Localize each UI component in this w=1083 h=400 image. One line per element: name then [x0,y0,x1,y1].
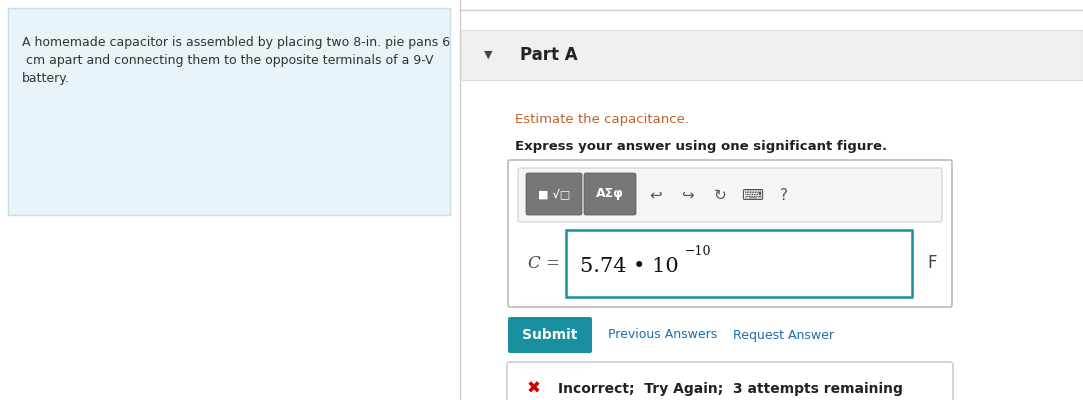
Text: A homemade capacitor is assembled by placing two 8-in. pie pans 6: A homemade capacitor is assembled by pla… [22,36,451,49]
Text: battery.: battery. [22,72,70,85]
FancyBboxPatch shape [507,362,953,400]
Text: Previous Answers: Previous Answers [608,328,717,342]
FancyBboxPatch shape [460,30,1083,80]
Text: ΑΣφ: ΑΣφ [596,188,624,200]
Text: Request Answer: Request Answer [733,328,834,342]
Text: Part A: Part A [520,46,577,64]
Text: Incorrect;  Try Again;  3 attempts remaining: Incorrect; Try Again; 3 attempts remaini… [558,382,903,396]
Text: ↩: ↩ [650,188,663,202]
Text: −10: −10 [686,245,712,258]
Text: C =: C = [529,255,560,272]
FancyBboxPatch shape [8,8,451,215]
Text: ▼: ▼ [484,50,493,60]
Text: Estimate the capacitance.: Estimate the capacitance. [516,113,689,126]
Text: ✖: ✖ [527,380,540,398]
Text: 5.74 • 10: 5.74 • 10 [580,257,679,276]
FancyBboxPatch shape [566,230,912,297]
Text: ↪: ↪ [681,188,694,202]
FancyBboxPatch shape [584,173,636,215]
FancyBboxPatch shape [508,160,952,307]
FancyBboxPatch shape [526,173,582,215]
Text: F: F [927,254,937,272]
Text: ?: ? [780,188,788,202]
FancyBboxPatch shape [508,317,592,353]
Text: ⌨: ⌨ [741,188,764,202]
Text: ↻: ↻ [714,188,727,202]
Text: ■ √□: ■ √□ [538,189,570,199]
Text: Submit: Submit [522,328,577,342]
FancyBboxPatch shape [518,168,942,222]
Text: Express your answer using one significant figure.: Express your answer using one significan… [516,140,887,153]
Text: cm apart and connecting them to the opposite terminals of a 9-V: cm apart and connecting them to the oppo… [22,54,433,67]
